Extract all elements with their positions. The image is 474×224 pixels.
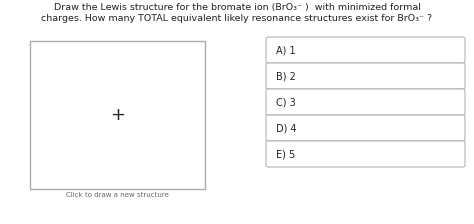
FancyBboxPatch shape <box>266 115 465 141</box>
Text: D) 4: D) 4 <box>276 123 297 133</box>
Text: Click to draw a new structure: Click to draw a new structure <box>66 192 169 198</box>
Text: Draw the Lewis structure for the bromate ion (BrO₃⁻ )  with minimized formal: Draw the Lewis structure for the bromate… <box>54 3 420 12</box>
FancyBboxPatch shape <box>266 37 465 63</box>
Text: B) 2: B) 2 <box>276 71 296 81</box>
Text: charges. How many TOTAL equivalent likely resonance structures exist for BrO₃⁻ ?: charges. How many TOTAL equivalent likel… <box>41 14 433 23</box>
Text: C) 3: C) 3 <box>276 97 296 107</box>
FancyBboxPatch shape <box>266 141 465 167</box>
FancyBboxPatch shape <box>266 89 465 115</box>
FancyBboxPatch shape <box>30 41 205 189</box>
Text: A) 1: A) 1 <box>276 45 296 55</box>
Text: E) 5: E) 5 <box>276 149 295 159</box>
Text: +: + <box>110 106 125 124</box>
FancyBboxPatch shape <box>266 63 465 89</box>
